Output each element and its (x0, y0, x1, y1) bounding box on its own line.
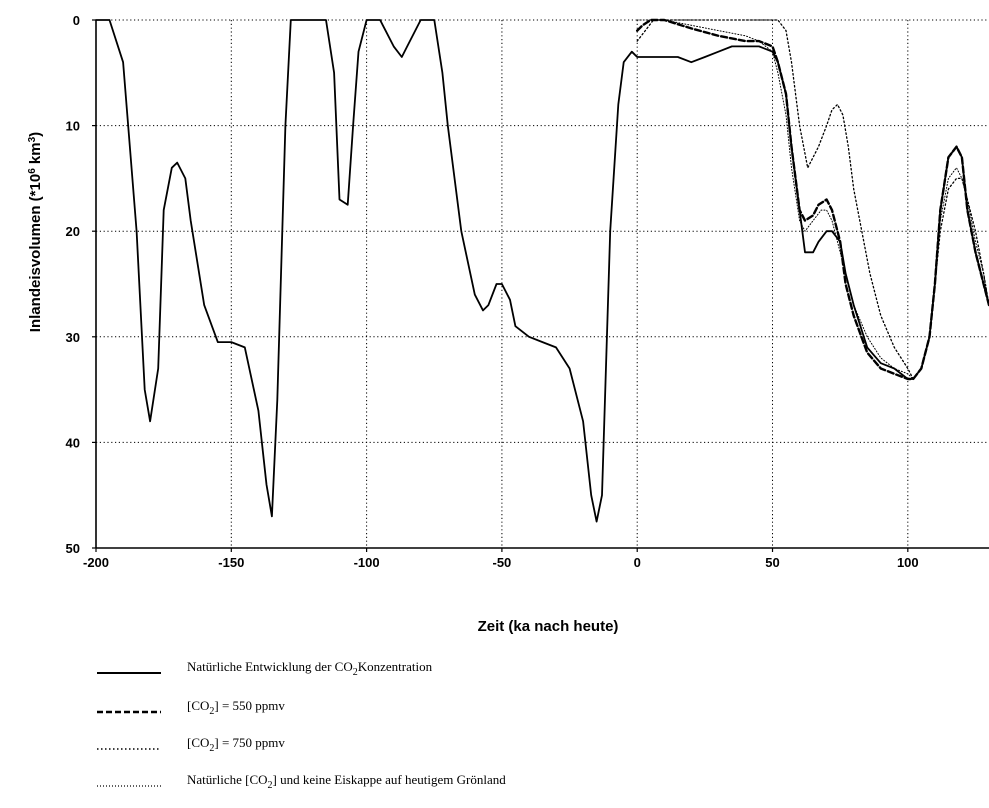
x-tick-label: 100 (897, 555, 919, 570)
x-tick-label: -200 (83, 555, 109, 570)
x-tick-label: 50 (765, 555, 779, 570)
series-line-3 (636, 19, 989, 380)
legend: Natürliche Entwicklung der CO2Konzentrat… (97, 659, 506, 791)
y-tick-label: 20 (66, 224, 80, 239)
x-axis-title: Zeit (ka nach heute) (478, 618, 619, 635)
y-axis-title: Inlandeisvolumen (*106 km3) (27, 132, 44, 332)
axes (95, 20, 989, 549)
series-line-2 (636, 18, 989, 381)
legend-label-3: [CO2] = 750 ppmv (187, 735, 285, 754)
grid (96, 19, 989, 548)
legend-label-2: [CO2] = 550 ppmv (187, 698, 285, 717)
legend-label-4: Natürliche [CO2] und keine Eiskappe auf … (187, 772, 506, 791)
y-tick-label: 50 (66, 541, 80, 556)
series-line-1 (95, 19, 989, 523)
x-tick-label: -50 (493, 555, 512, 570)
legend-label-1: Natürliche Entwicklung der CO2Konzentrat… (187, 659, 433, 678)
y-tick-label: 10 (66, 119, 80, 134)
series-line-4 (636, 19, 989, 380)
series-lines (95, 18, 989, 523)
x-tick-label: -100 (354, 555, 380, 570)
tick-labels: -200 -150 -100 -50 0 50 100 0 10 20 30 40 50 (66, 13, 919, 570)
y-tick-label: 0 (73, 13, 80, 28)
y-tick-label: 40 (66, 435, 80, 450)
x-tick-label: 0 (634, 555, 641, 570)
y-tick-label: 30 (66, 330, 80, 345)
x-tick-label: -150 (218, 555, 244, 570)
